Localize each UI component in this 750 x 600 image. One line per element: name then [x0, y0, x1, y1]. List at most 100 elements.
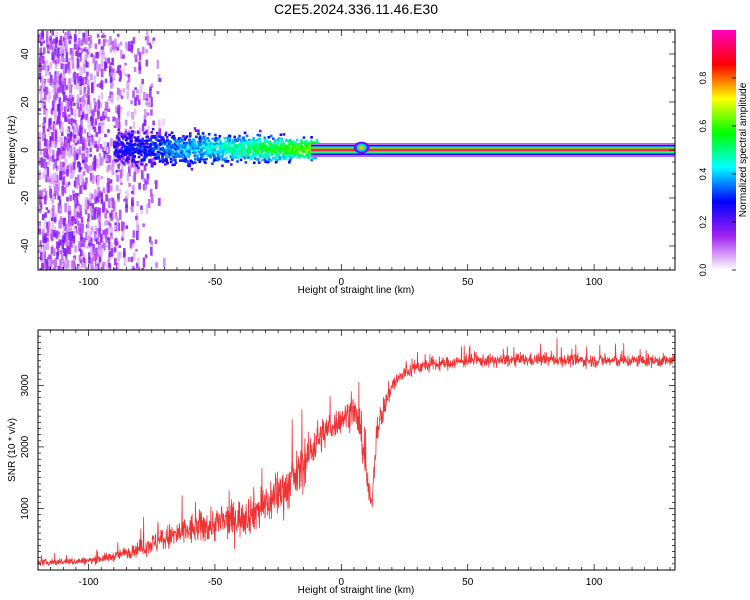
spectrogram-cell — [79, 173, 82, 184]
spectrogram-cell — [101, 32, 105, 37]
spectrogram-cell — [105, 207, 108, 212]
spectrogram-cell — [123, 248, 126, 258]
spectrogram-cell — [137, 139, 140, 147]
spectrogram-cell — [81, 136, 85, 141]
spectrogram-cell — [209, 150, 212, 154]
spectrogram-cell — [289, 146, 293, 150]
spectrogram-cell — [252, 148, 256, 152]
spectrogram-cell — [78, 30, 81, 35]
spectrogram-cell — [62, 170, 66, 175]
spectrogram-cell — [145, 141, 148, 144]
spectrogram-cell — [201, 151, 204, 155]
snr-frame — [37, 329, 676, 571]
spectrogram-cell — [111, 40, 115, 50]
spectrogram-cell — [96, 259, 99, 264]
spectrogram-cell — [138, 144, 142, 148]
spectrogram-cell — [100, 92, 104, 100]
spectrogram-cell — [78, 106, 81, 118]
spectrogram-cell — [147, 199, 151, 208]
spectrogram-cell — [124, 130, 128, 134]
spectrogram-cell — [109, 76, 113, 83]
spectrogram-cell — [146, 93, 149, 98]
spectrogram-cell — [151, 151, 154, 155]
spectrogram-cell — [116, 91, 120, 102]
spectrogram-cell — [143, 158, 146, 161]
spectrogram-cell — [149, 89, 152, 98]
spectrogram-cell — [253, 157, 257, 160]
spectrogram-cell — [102, 201, 106, 211]
spectrogram-cell — [242, 138, 246, 141]
spectrogram-cell — [149, 149, 153, 153]
spectrogram-cell — [261, 148, 264, 152]
spectrogram-cell — [81, 39, 84, 45]
spectrogram-cell — [232, 151, 236, 155]
spectrogram-cell — [77, 205, 80, 213]
spectrogram-cell — [126, 90, 129, 100]
spectrogram-cell — [104, 39, 108, 43]
spectrogram-cell — [237, 137, 240, 141]
spectrogram-cell — [285, 149, 289, 153]
spectrogram-cell — [218, 157, 221, 161]
spectrogram-cell — [55, 241, 59, 249]
spectrogram-cell — [174, 140, 178, 144]
spectrogram-cell — [155, 262, 158, 268]
spectrogram-cell — [101, 125, 104, 134]
spectrogram-cell — [43, 92, 47, 101]
spectrogram-cell — [269, 152, 272, 155]
spectrogram-cell — [135, 248, 138, 252]
spectrogram-cell — [252, 161, 256, 165]
spectrogram-cell — [109, 179, 113, 184]
spectrogram-cell — [145, 30, 149, 36]
spectrogram-cell — [110, 242, 113, 253]
spectrogram-cell — [165, 154, 168, 158]
spectrogram-cell — [230, 153, 233, 156]
spectrogram-cell — [38, 245, 42, 251]
spectrogram-cell — [302, 136, 306, 139]
spectrogram-cell — [288, 139, 292, 142]
spectrogram-cell — [42, 236, 45, 243]
spectrogram-cell — [53, 124, 57, 131]
spectrogram-cell — [82, 237, 86, 243]
spectrogram-cell — [61, 186, 64, 196]
spectrogram-cell — [42, 123, 45, 127]
spectrogram-cell — [141, 147, 144, 151]
spectrogram-cell — [80, 71, 83, 76]
spectrogram-cell — [230, 163, 233, 166]
spectrogram-cell — [300, 139, 303, 142]
spectrogram-cell — [145, 204, 149, 214]
spectrogram-cell — [56, 151, 59, 161]
spectrogram-cell — [205, 143, 208, 146]
spectrogram-cell — [96, 33, 100, 38]
spectrogram-cell — [217, 137, 220, 141]
spectrogram-cell — [310, 158, 314, 162]
spectrogram-cell — [257, 152, 260, 156]
spectrogram-cell — [68, 118, 71, 125]
spectrogram-cell — [241, 138, 244, 141]
spectrogram-cell — [172, 158, 176, 162]
spectrogram-cell — [117, 264, 121, 270]
spectrogram-cell — [149, 188, 153, 198]
spectrogram-cell — [115, 144, 118, 147]
spectrogram-cell — [263, 154, 267, 158]
spectrogram-cell — [130, 139, 133, 143]
spectrogram-cell — [97, 139, 100, 146]
spectrogram-cell — [68, 247, 72, 255]
spectrogram-cell — [200, 153, 203, 156]
spectrogram-cell — [281, 153, 285, 156]
spectrogram-cell — [59, 35, 63, 46]
spectrogram-cell — [132, 121, 136, 129]
spectrogram-cell — [67, 138, 71, 147]
spectrogram-cell — [193, 142, 197, 146]
spectrogram-cell — [126, 81, 130, 90]
spectrogram-cell — [91, 174, 95, 184]
spectrogram-cell — [70, 53, 74, 61]
spectrogram-cell — [38, 249, 41, 254]
spectrogram-cell — [178, 139, 181, 142]
spectrogram-cell — [71, 62, 75, 69]
spectrogram-cell — [97, 95, 101, 99]
spectrogram-cell — [257, 137, 260, 141]
spectrogram-cell — [92, 56, 96, 64]
spectrogram-cell — [104, 101, 108, 112]
spectrogram-cell — [277, 153, 281, 157]
spectrogram-cell — [291, 148, 295, 151]
